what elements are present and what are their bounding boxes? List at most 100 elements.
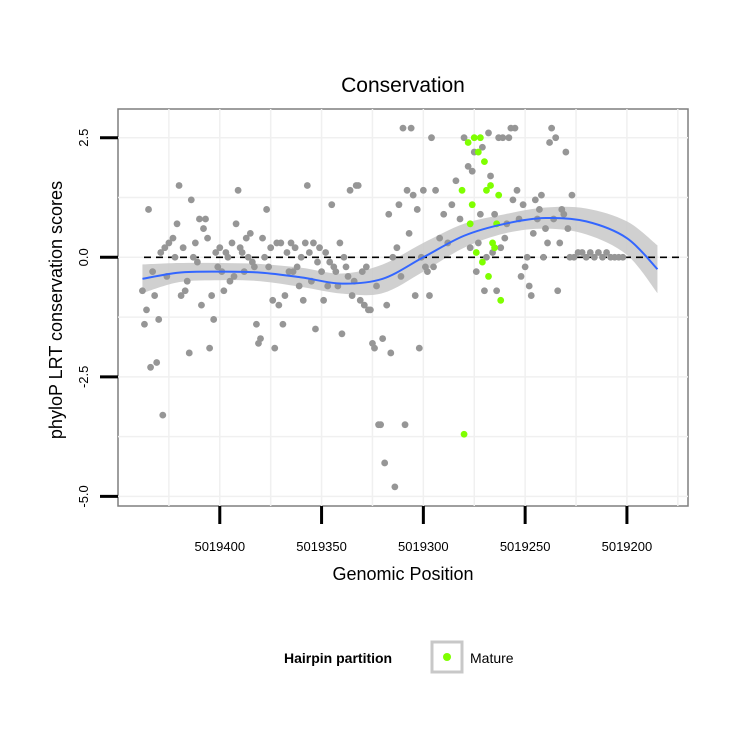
data-point — [432, 186, 439, 194]
data-point — [277, 239, 285, 247]
data-point — [346, 186, 354, 194]
data-point — [562, 148, 570, 156]
data-point — [310, 239, 317, 247]
data-point — [244, 253, 252, 261]
data-point — [145, 206, 152, 213]
data-point-mature — [495, 191, 503, 199]
x-axis-title: Genomic Position — [332, 564, 473, 584]
data-point — [383, 301, 391, 309]
data-point — [491, 210, 499, 218]
data-point — [391, 483, 399, 491]
legend-key-mature-dot — [443, 653, 451, 661]
data-point — [430, 263, 437, 271]
data-point — [269, 296, 277, 304]
data-point — [509, 196, 517, 204]
data-point-mature — [458, 186, 466, 194]
data-point — [336, 239, 344, 247]
data-point — [326, 258, 334, 266]
data-point — [165, 239, 173, 247]
data-point — [340, 253, 348, 261]
data-point — [143, 306, 150, 314]
data-point — [275, 301, 283, 309]
data-point — [328, 201, 336, 209]
data-point-mature — [466, 220, 474, 228]
data-point — [316, 244, 323, 252]
data-point — [287, 239, 295, 247]
data-point — [472, 268, 480, 276]
data-point — [299, 296, 307, 304]
data-point — [501, 234, 509, 242]
data-point — [159, 411, 167, 419]
data-point — [525, 282, 533, 290]
data-point — [550, 215, 558, 223]
data-point — [395, 201, 403, 209]
data-point — [141, 320, 148, 328]
data-point — [250, 263, 258, 271]
data-point — [436, 234, 444, 242]
data-point — [139, 287, 146, 295]
data-point — [599, 253, 606, 261]
data-point — [415, 344, 423, 352]
data-point-mature — [491, 244, 499, 252]
data-point — [301, 239, 309, 247]
data-point — [206, 344, 214, 352]
data-point — [540, 253, 547, 261]
data-point-mature — [485, 273, 492, 280]
data-point — [521, 263, 529, 271]
data-point — [517, 273, 525, 280]
data-point — [483, 253, 490, 261]
data-point — [546, 139, 553, 146]
data-point — [332, 268, 340, 276]
data-point — [204, 234, 211, 242]
trend-line — [142, 216, 659, 285]
data-point — [377, 421, 385, 429]
data-point — [476, 210, 484, 218]
y-tick-label: -2.5 — [76, 366, 91, 388]
data-point — [173, 220, 181, 228]
data-point — [399, 124, 407, 132]
data-point — [322, 249, 330, 256]
data-point — [389, 253, 397, 261]
data-point — [481, 287, 488, 295]
data-point — [548, 124, 556, 132]
data-point — [499, 134, 507, 142]
y-axis-title: phyloP LRT conservation scores — [46, 181, 66, 439]
data-point — [147, 363, 154, 371]
data-point — [230, 273, 238, 280]
data-point — [411, 292, 419, 299]
data-point — [487, 172, 494, 180]
data-point — [478, 143, 486, 151]
data-point — [155, 316, 163, 323]
data-point — [603, 249, 610, 256]
data-point — [448, 201, 456, 209]
data-point — [582, 253, 590, 261]
data-point — [413, 206, 421, 213]
y-tick-label: 0.0 — [76, 248, 91, 266]
data-point-mature — [460, 430, 468, 438]
data-point — [303, 182, 311, 189]
data-point — [379, 335, 387, 342]
data-point — [529, 229, 537, 237]
data-point — [424, 268, 431, 276]
data-point — [401, 421, 409, 429]
x-tick-label: 5019350 — [296, 539, 347, 554]
data-point-mature — [478, 258, 486, 266]
legend-label-mature: Mature — [470, 650, 514, 666]
data-point — [232, 220, 240, 228]
data-point — [314, 258, 321, 266]
data-point — [590, 253, 598, 261]
data-point-mature — [474, 148, 482, 156]
data-point — [538, 191, 545, 199]
data-point — [281, 292, 289, 299]
data-point — [468, 167, 476, 175]
data-point — [181, 287, 189, 295]
data-point — [177, 292, 185, 299]
data-point — [564, 225, 572, 232]
legend-title: Hairpin partition — [284, 650, 392, 666]
data-point — [169, 234, 177, 242]
data-point — [385, 210, 393, 218]
data-point — [175, 182, 183, 189]
data-point — [320, 296, 328, 304]
data-point — [208, 292, 216, 299]
